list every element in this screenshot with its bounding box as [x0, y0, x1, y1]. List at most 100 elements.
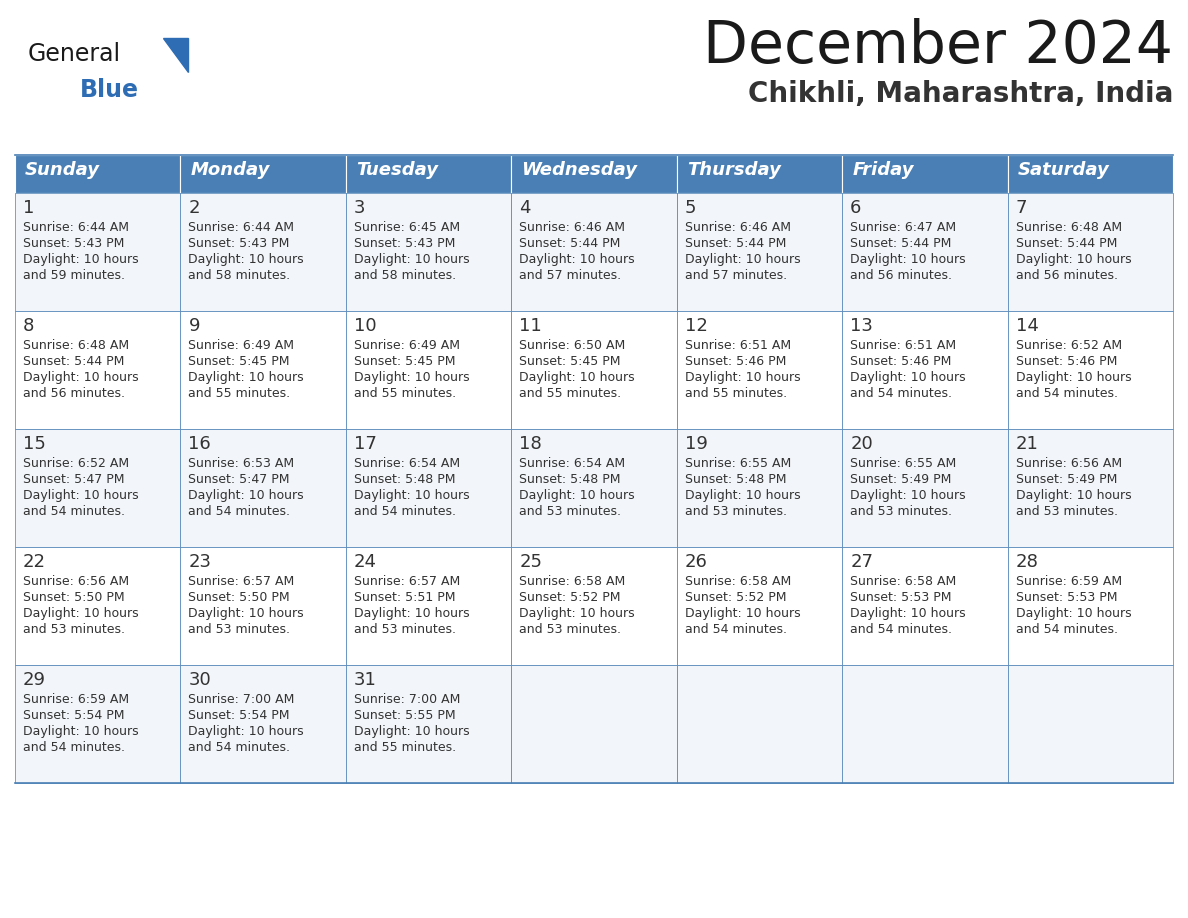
- Text: and 53 minutes.: and 53 minutes.: [851, 505, 952, 518]
- Text: 24: 24: [354, 553, 377, 571]
- Bar: [842, 193, 1007, 311]
- Text: Daylight: 10 hours: Daylight: 10 hours: [23, 607, 139, 620]
- Text: Sunset: 5:43 PM: Sunset: 5:43 PM: [189, 237, 290, 250]
- Text: Sunset: 5:44 PM: Sunset: 5:44 PM: [851, 237, 952, 250]
- Text: Sunrise: 6:56 AM: Sunrise: 6:56 AM: [23, 575, 129, 588]
- Text: Daylight: 10 hours: Daylight: 10 hours: [189, 371, 304, 384]
- Text: Sunrise: 6:52 AM: Sunrise: 6:52 AM: [23, 457, 129, 470]
- Text: Daylight: 10 hours: Daylight: 10 hours: [851, 371, 966, 384]
- Text: Sunset: 5:52 PM: Sunset: 5:52 PM: [684, 591, 786, 604]
- Text: 20: 20: [851, 435, 873, 453]
- Text: Sunset: 5:46 PM: Sunset: 5:46 PM: [684, 355, 786, 368]
- Bar: [677, 547, 842, 665]
- Bar: [346, 311, 511, 429]
- Text: and 54 minutes.: and 54 minutes.: [23, 505, 125, 518]
- Bar: [15, 429, 181, 547]
- Text: and 56 minutes.: and 56 minutes.: [23, 387, 125, 400]
- Text: Sunset: 5:44 PM: Sunset: 5:44 PM: [519, 237, 620, 250]
- Text: 10: 10: [354, 317, 377, 335]
- Bar: [1007, 193, 1173, 311]
- Text: Wednesday: Wednesday: [522, 161, 637, 179]
- Bar: [677, 155, 842, 193]
- Text: Thursday: Thursday: [687, 161, 781, 179]
- Text: 28: 28: [1016, 553, 1038, 571]
- Text: 13: 13: [851, 317, 873, 335]
- Text: and 56 minutes.: and 56 minutes.: [1016, 269, 1118, 282]
- Text: Sunrise: 6:52 AM: Sunrise: 6:52 AM: [1016, 339, 1121, 352]
- Text: Sunset: 5:43 PM: Sunset: 5:43 PM: [354, 237, 455, 250]
- Text: 18: 18: [519, 435, 542, 453]
- Bar: [511, 429, 677, 547]
- Text: Sunset: 5:53 PM: Sunset: 5:53 PM: [851, 591, 952, 604]
- Text: and 54 minutes.: and 54 minutes.: [1016, 387, 1118, 400]
- Text: and 54 minutes.: and 54 minutes.: [851, 623, 952, 636]
- Text: Sunrise: 6:48 AM: Sunrise: 6:48 AM: [23, 339, 129, 352]
- Text: Daylight: 10 hours: Daylight: 10 hours: [851, 607, 966, 620]
- Text: 15: 15: [23, 435, 46, 453]
- Text: and 54 minutes.: and 54 minutes.: [1016, 623, 1118, 636]
- Text: Sunrise: 6:54 AM: Sunrise: 6:54 AM: [354, 457, 460, 470]
- Text: Sunset: 5:43 PM: Sunset: 5:43 PM: [23, 237, 125, 250]
- Text: Monday: Monday: [190, 161, 270, 179]
- Text: Daylight: 10 hours: Daylight: 10 hours: [851, 489, 966, 502]
- Text: and 54 minutes.: and 54 minutes.: [23, 741, 125, 754]
- Text: Daylight: 10 hours: Daylight: 10 hours: [23, 725, 139, 738]
- Text: Sunset: 5:52 PM: Sunset: 5:52 PM: [519, 591, 621, 604]
- Text: Daylight: 10 hours: Daylight: 10 hours: [189, 725, 304, 738]
- Bar: [842, 665, 1007, 783]
- Text: Daylight: 10 hours: Daylight: 10 hours: [189, 489, 304, 502]
- Bar: [511, 155, 677, 193]
- Text: Sunrise: 6:55 AM: Sunrise: 6:55 AM: [851, 457, 956, 470]
- Bar: [1007, 665, 1173, 783]
- Text: 26: 26: [684, 553, 708, 571]
- Text: and 55 minutes.: and 55 minutes.: [519, 387, 621, 400]
- Bar: [15, 311, 181, 429]
- Text: Sunset: 5:45 PM: Sunset: 5:45 PM: [519, 355, 621, 368]
- Text: Daylight: 10 hours: Daylight: 10 hours: [189, 253, 304, 266]
- Text: Sunset: 5:44 PM: Sunset: 5:44 PM: [23, 355, 125, 368]
- Text: Daylight: 10 hours: Daylight: 10 hours: [684, 371, 801, 384]
- Text: Sunset: 5:50 PM: Sunset: 5:50 PM: [189, 591, 290, 604]
- Text: Sunset: 5:45 PM: Sunset: 5:45 PM: [354, 355, 455, 368]
- Bar: [181, 155, 346, 193]
- Text: Sunset: 5:51 PM: Sunset: 5:51 PM: [354, 591, 455, 604]
- Text: 19: 19: [684, 435, 708, 453]
- Text: Chikhli, Maharashtra, India: Chikhli, Maharashtra, India: [747, 80, 1173, 108]
- Bar: [181, 547, 346, 665]
- Text: Daylight: 10 hours: Daylight: 10 hours: [851, 253, 966, 266]
- Text: Sunrise: 6:57 AM: Sunrise: 6:57 AM: [189, 575, 295, 588]
- Text: Sunset: 5:48 PM: Sunset: 5:48 PM: [354, 473, 455, 486]
- Bar: [677, 429, 842, 547]
- Text: Sunrise: 6:51 AM: Sunrise: 6:51 AM: [684, 339, 791, 352]
- Bar: [677, 311, 842, 429]
- Text: 16: 16: [189, 435, 211, 453]
- Bar: [511, 193, 677, 311]
- Text: 8: 8: [23, 317, 34, 335]
- Text: and 53 minutes.: and 53 minutes.: [189, 623, 290, 636]
- Text: 9: 9: [189, 317, 200, 335]
- Bar: [842, 155, 1007, 193]
- Text: and 58 minutes.: and 58 minutes.: [354, 269, 456, 282]
- Text: and 55 minutes.: and 55 minutes.: [684, 387, 786, 400]
- Text: Tuesday: Tuesday: [356, 161, 438, 179]
- Text: 23: 23: [189, 553, 211, 571]
- Text: Sunset: 5:46 PM: Sunset: 5:46 PM: [851, 355, 952, 368]
- Bar: [511, 311, 677, 429]
- Text: Sunrise: 6:55 AM: Sunrise: 6:55 AM: [684, 457, 791, 470]
- Text: Sunrise: 6:58 AM: Sunrise: 6:58 AM: [519, 575, 626, 588]
- Text: Daylight: 10 hours: Daylight: 10 hours: [1016, 253, 1131, 266]
- Text: and 54 minutes.: and 54 minutes.: [354, 505, 456, 518]
- Text: 7: 7: [1016, 199, 1028, 217]
- Text: Daylight: 10 hours: Daylight: 10 hours: [519, 371, 634, 384]
- Bar: [181, 311, 346, 429]
- Text: and 53 minutes.: and 53 minutes.: [354, 623, 456, 636]
- Text: 11: 11: [519, 317, 542, 335]
- Text: Sunset: 5:54 PM: Sunset: 5:54 PM: [23, 709, 125, 722]
- Text: Sunrise: 6:49 AM: Sunrise: 6:49 AM: [354, 339, 460, 352]
- Bar: [181, 429, 346, 547]
- Bar: [511, 547, 677, 665]
- Text: 4: 4: [519, 199, 531, 217]
- Bar: [677, 193, 842, 311]
- Text: Sunrise: 6:58 AM: Sunrise: 6:58 AM: [684, 575, 791, 588]
- Text: Daylight: 10 hours: Daylight: 10 hours: [354, 489, 469, 502]
